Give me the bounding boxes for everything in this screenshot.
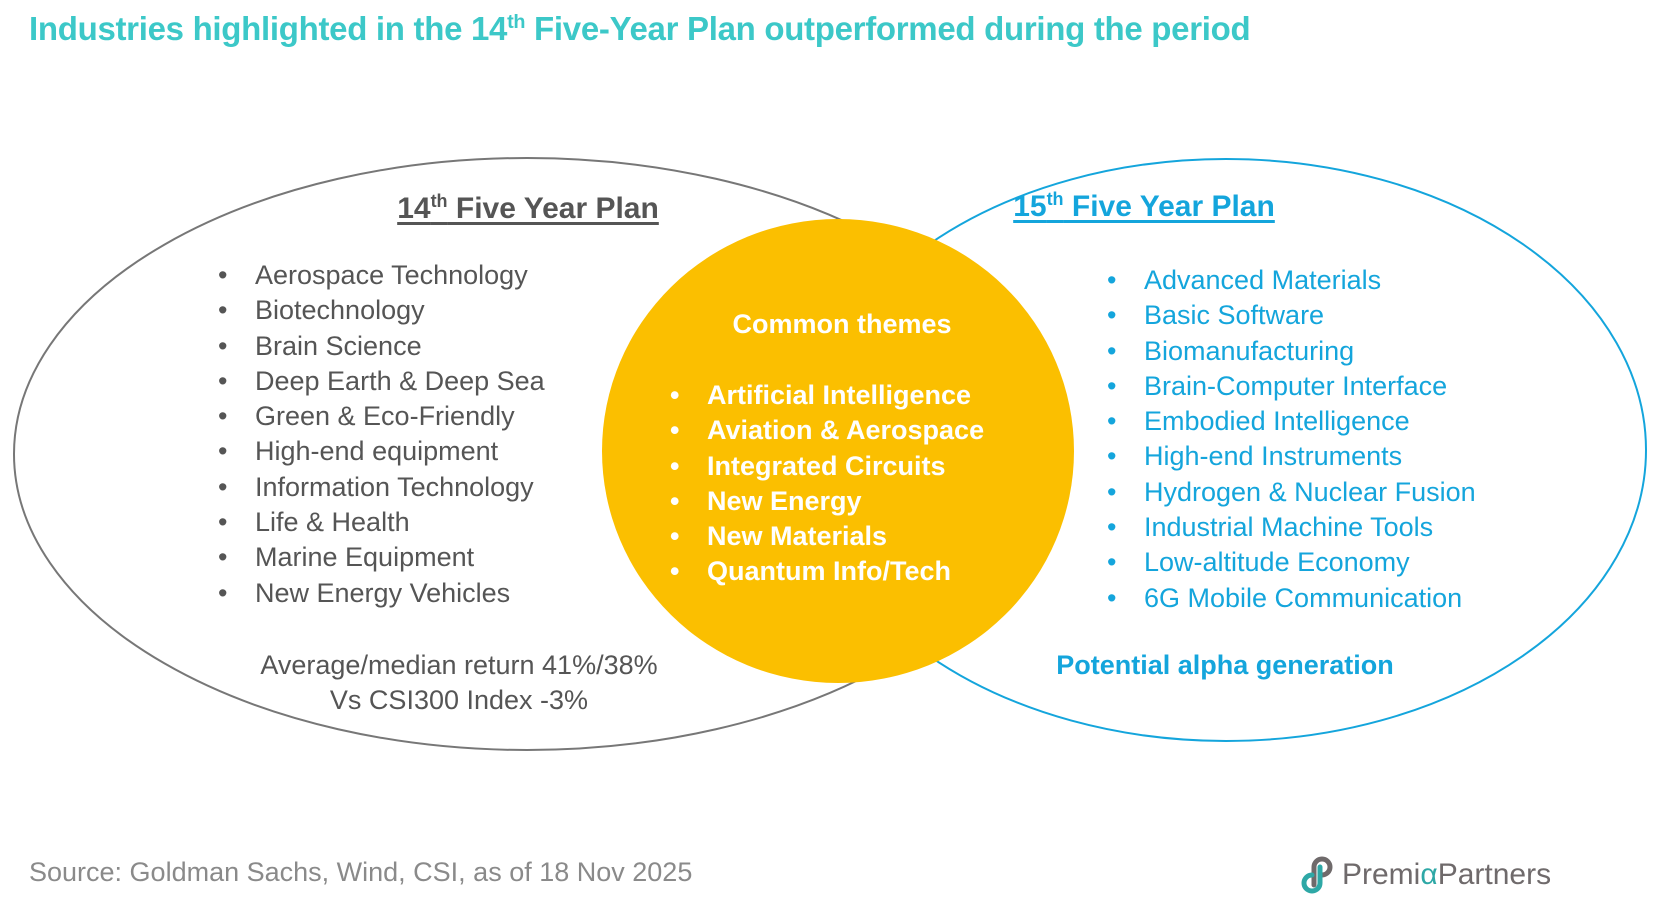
list-item: Green & Eco-Friendly — [218, 399, 545, 435]
list-item: Basic Software — [1107, 298, 1476, 334]
common-themes-list: Artificial Intelligence Aviation & Aeros… — [670, 378, 984, 590]
return-line: Average/median return 41%/38% — [260, 650, 658, 680]
list-item: High-end Instruments — [1107, 439, 1476, 475]
list-item: Life & Health — [218, 505, 545, 541]
logo-text: PremiαPartners — [1342, 858, 1552, 891]
list-item: 6G Mobile Communication — [1107, 581, 1476, 617]
list-item: Aerospace Technology — [218, 258, 545, 294]
common-themes-title: Common themes — [732, 309, 952, 339]
list-item: Information Technology — [218, 470, 545, 506]
list-item: Brain-Computer Interface — [1107, 369, 1476, 405]
list-item: Embodied Intelligence — [1107, 404, 1476, 440]
list-item: High-end equipment — [218, 434, 545, 470]
list-item: Quantum Info/Tech — [670, 554, 984, 590]
list-item: Aviation & Aerospace — [670, 413, 984, 449]
right-industry-list: Advanced Materials Basic Software Bioman… — [1107, 263, 1476, 616]
list-item: Deep Earth & Deep Sea — [218, 364, 545, 400]
return-summary: Average/median return 41%/38% Vs CSI300 … — [260, 648, 657, 718]
left-heading: 14th Five Year Plan — [397, 191, 659, 225]
list-item: Low-altitude Economy — [1107, 545, 1476, 581]
list-item: Artificial Intelligence — [670, 378, 984, 414]
left-industry-list: Aerospace Technology Biotechnology Brain… — [218, 258, 545, 611]
company-logo: PremiαPartners — [1300, 855, 1551, 895]
list-item: Marine Equipment — [218, 540, 545, 576]
list-item: New Energy Vehicles — [218, 576, 545, 612]
list-item: Hydrogen & Nuclear Fusion — [1107, 475, 1476, 511]
list-item: Advanced Materials — [1107, 263, 1476, 299]
list-item: Biomanufacturing — [1107, 334, 1476, 370]
list-item: New Energy — [670, 484, 984, 520]
list-item: Integrated Circuits — [670, 449, 984, 485]
page-title: Industries highlighted in the 14th Five-… — [29, 10, 1251, 47]
list-item: Biotechnology — [218, 293, 545, 329]
list-item: Industrial Machine Tools — [1107, 510, 1476, 546]
source-note: Source: Goldman Sachs, Wind, CSI, as of … — [29, 857, 693, 887]
list-item: New Materials — [670, 519, 984, 555]
right-heading: 15th Five Year Plan — [1013, 189, 1275, 223]
alpha-tagline: Potential alpha generation — [1056, 650, 1394, 680]
benchmark-line: Vs CSI300 Index -3% — [329, 685, 589, 715]
logo-mark-icon — [1301, 856, 1333, 894]
list-item: Brain Science — [218, 329, 545, 365]
